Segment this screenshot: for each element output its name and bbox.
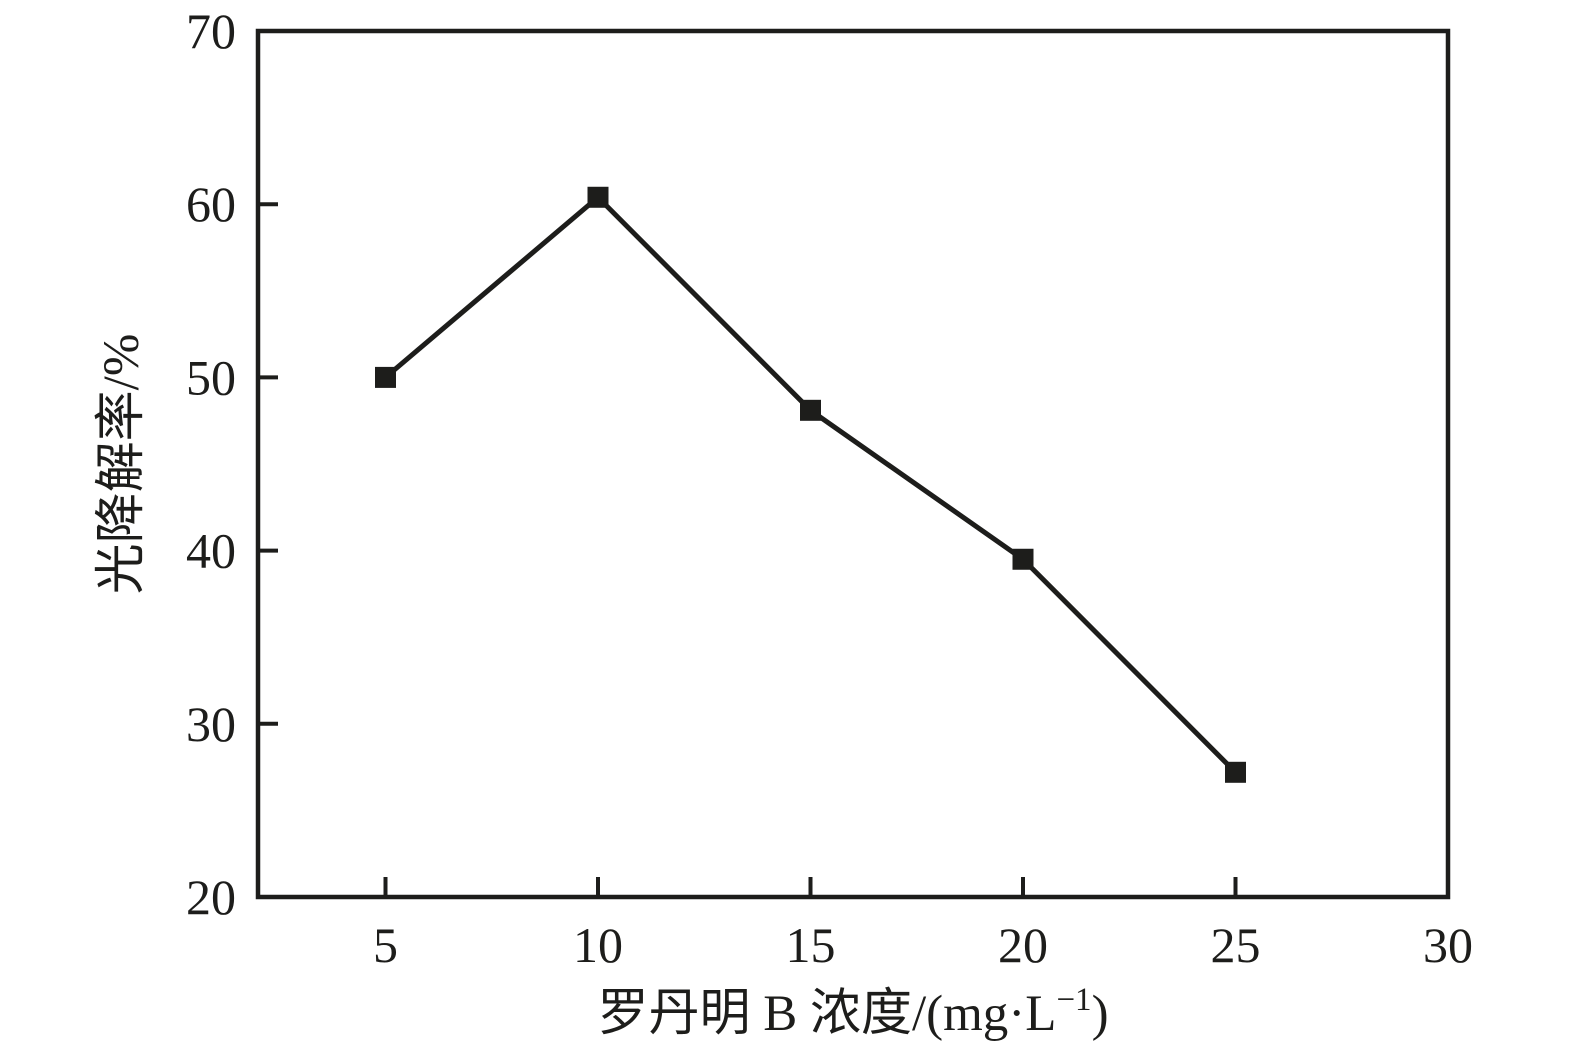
data-point-marker (375, 366, 396, 388)
x-tick-label: 5 (373, 917, 398, 973)
y-tick-label: 40 (186, 523, 236, 579)
y-tick-label: 20 (186, 869, 236, 925)
x-tick-label: 10 (573, 917, 623, 973)
y-axis-label: 光降解率/% (94, 334, 150, 595)
y-tick-label: 30 (186, 696, 236, 752)
y-tick-label: 60 (186, 176, 236, 232)
plot-area (258, 31, 1448, 897)
y-tick-label: 70 (186, 3, 236, 59)
plot-frame (255, 28, 1451, 900)
data-point-marker (1012, 548, 1034, 570)
x-tick-label: 20 (998, 917, 1048, 973)
x-tick-label: 30 (1423, 917, 1473, 973)
x-tick-label: 15 (786, 917, 836, 973)
y-tick-label: 50 (186, 349, 236, 405)
data-point-marker (800, 399, 821, 421)
data-point-marker (587, 186, 609, 208)
x-tick-label: 25 (1211, 917, 1261, 973)
data-point-marker (1225, 761, 1246, 783)
x-axis-label: 罗丹明 B 浓度/(mg·L−1) (597, 982, 1108, 1042)
